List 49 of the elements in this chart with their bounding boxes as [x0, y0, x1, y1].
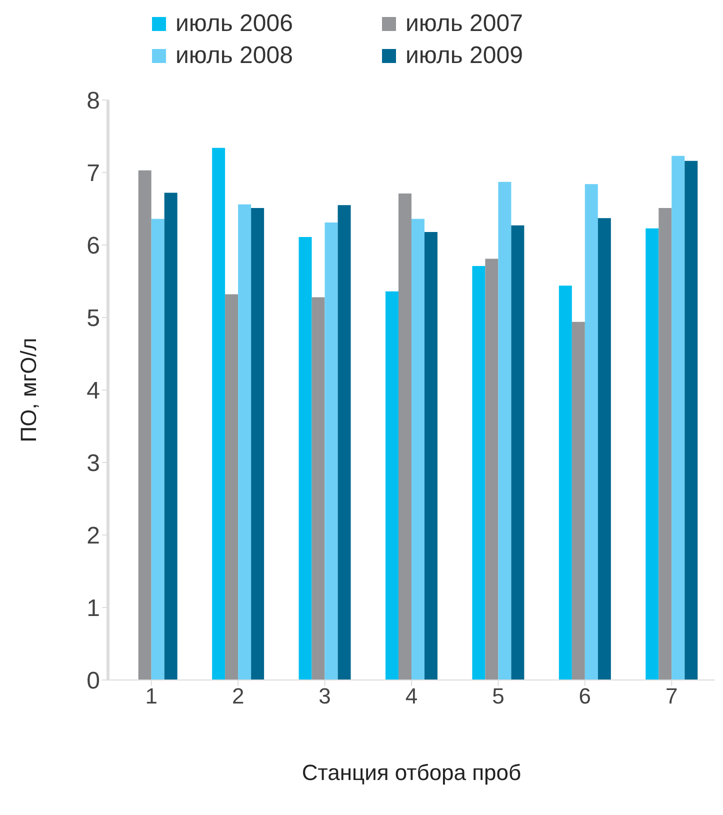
bar	[424, 232, 438, 680]
bar	[164, 192, 178, 680]
x-tick-label: 5	[492, 684, 504, 709]
x-tick-label: 3	[318, 684, 331, 709]
bar	[558, 286, 572, 680]
bar	[225, 294, 238, 680]
bar	[572, 322, 585, 680]
bar	[511, 225, 524, 680]
x-axis-title: Станция отбора проб	[302, 760, 522, 785]
bar	[324, 222, 338, 680]
y-tick-label: 7	[86, 160, 100, 188]
bar	[485, 258, 498, 680]
bar	[472, 266, 486, 680]
x-tick-label: 6	[578, 684, 592, 709]
bar	[684, 160, 698, 680]
legend-label: июль 2006	[176, 10, 293, 38]
legend-label: июль 2008	[176, 42, 293, 70]
y-tick-label: 2	[86, 522, 100, 550]
bar	[338, 205, 351, 680]
y-tick-label: 1	[86, 595, 100, 622]
legend-label: июль 2007	[406, 10, 523, 38]
bar	[498, 182, 512, 680]
bar	[646, 228, 659, 680]
bar	[298, 237, 312, 680]
bar	[658, 208, 672, 680]
y-tick-label: 0	[86, 668, 100, 695]
bar	[212, 148, 226, 680]
bar	[672, 156, 685, 680]
x-tick-label: 2	[232, 684, 244, 709]
x-tick-label: 1	[145, 684, 158, 709]
y-tick-label: 5	[86, 305, 100, 332]
bar	[584, 184, 598, 680]
y-tick-label: 4	[86, 378, 100, 405]
bar	[238, 204, 252, 680]
bar	[138, 170, 152, 680]
y-axis-title: ПО, мгО/л	[16, 338, 41, 442]
y-tick-label: 3	[86, 450, 100, 478]
legend-label: июль 2009	[406, 42, 523, 70]
bar	[598, 218, 611, 680]
bar	[151, 218, 164, 680]
bar	[385, 291, 398, 680]
y-tick-label: 6	[86, 232, 100, 260]
x-tick-label: 7	[666, 684, 678, 709]
bar	[411, 218, 424, 680]
bar	[398, 194, 412, 680]
y-tick-label: 8	[86, 88, 100, 115]
bar	[312, 297, 325, 680]
bar	[251, 208, 264, 680]
x-tick-label: 4	[405, 684, 418, 709]
